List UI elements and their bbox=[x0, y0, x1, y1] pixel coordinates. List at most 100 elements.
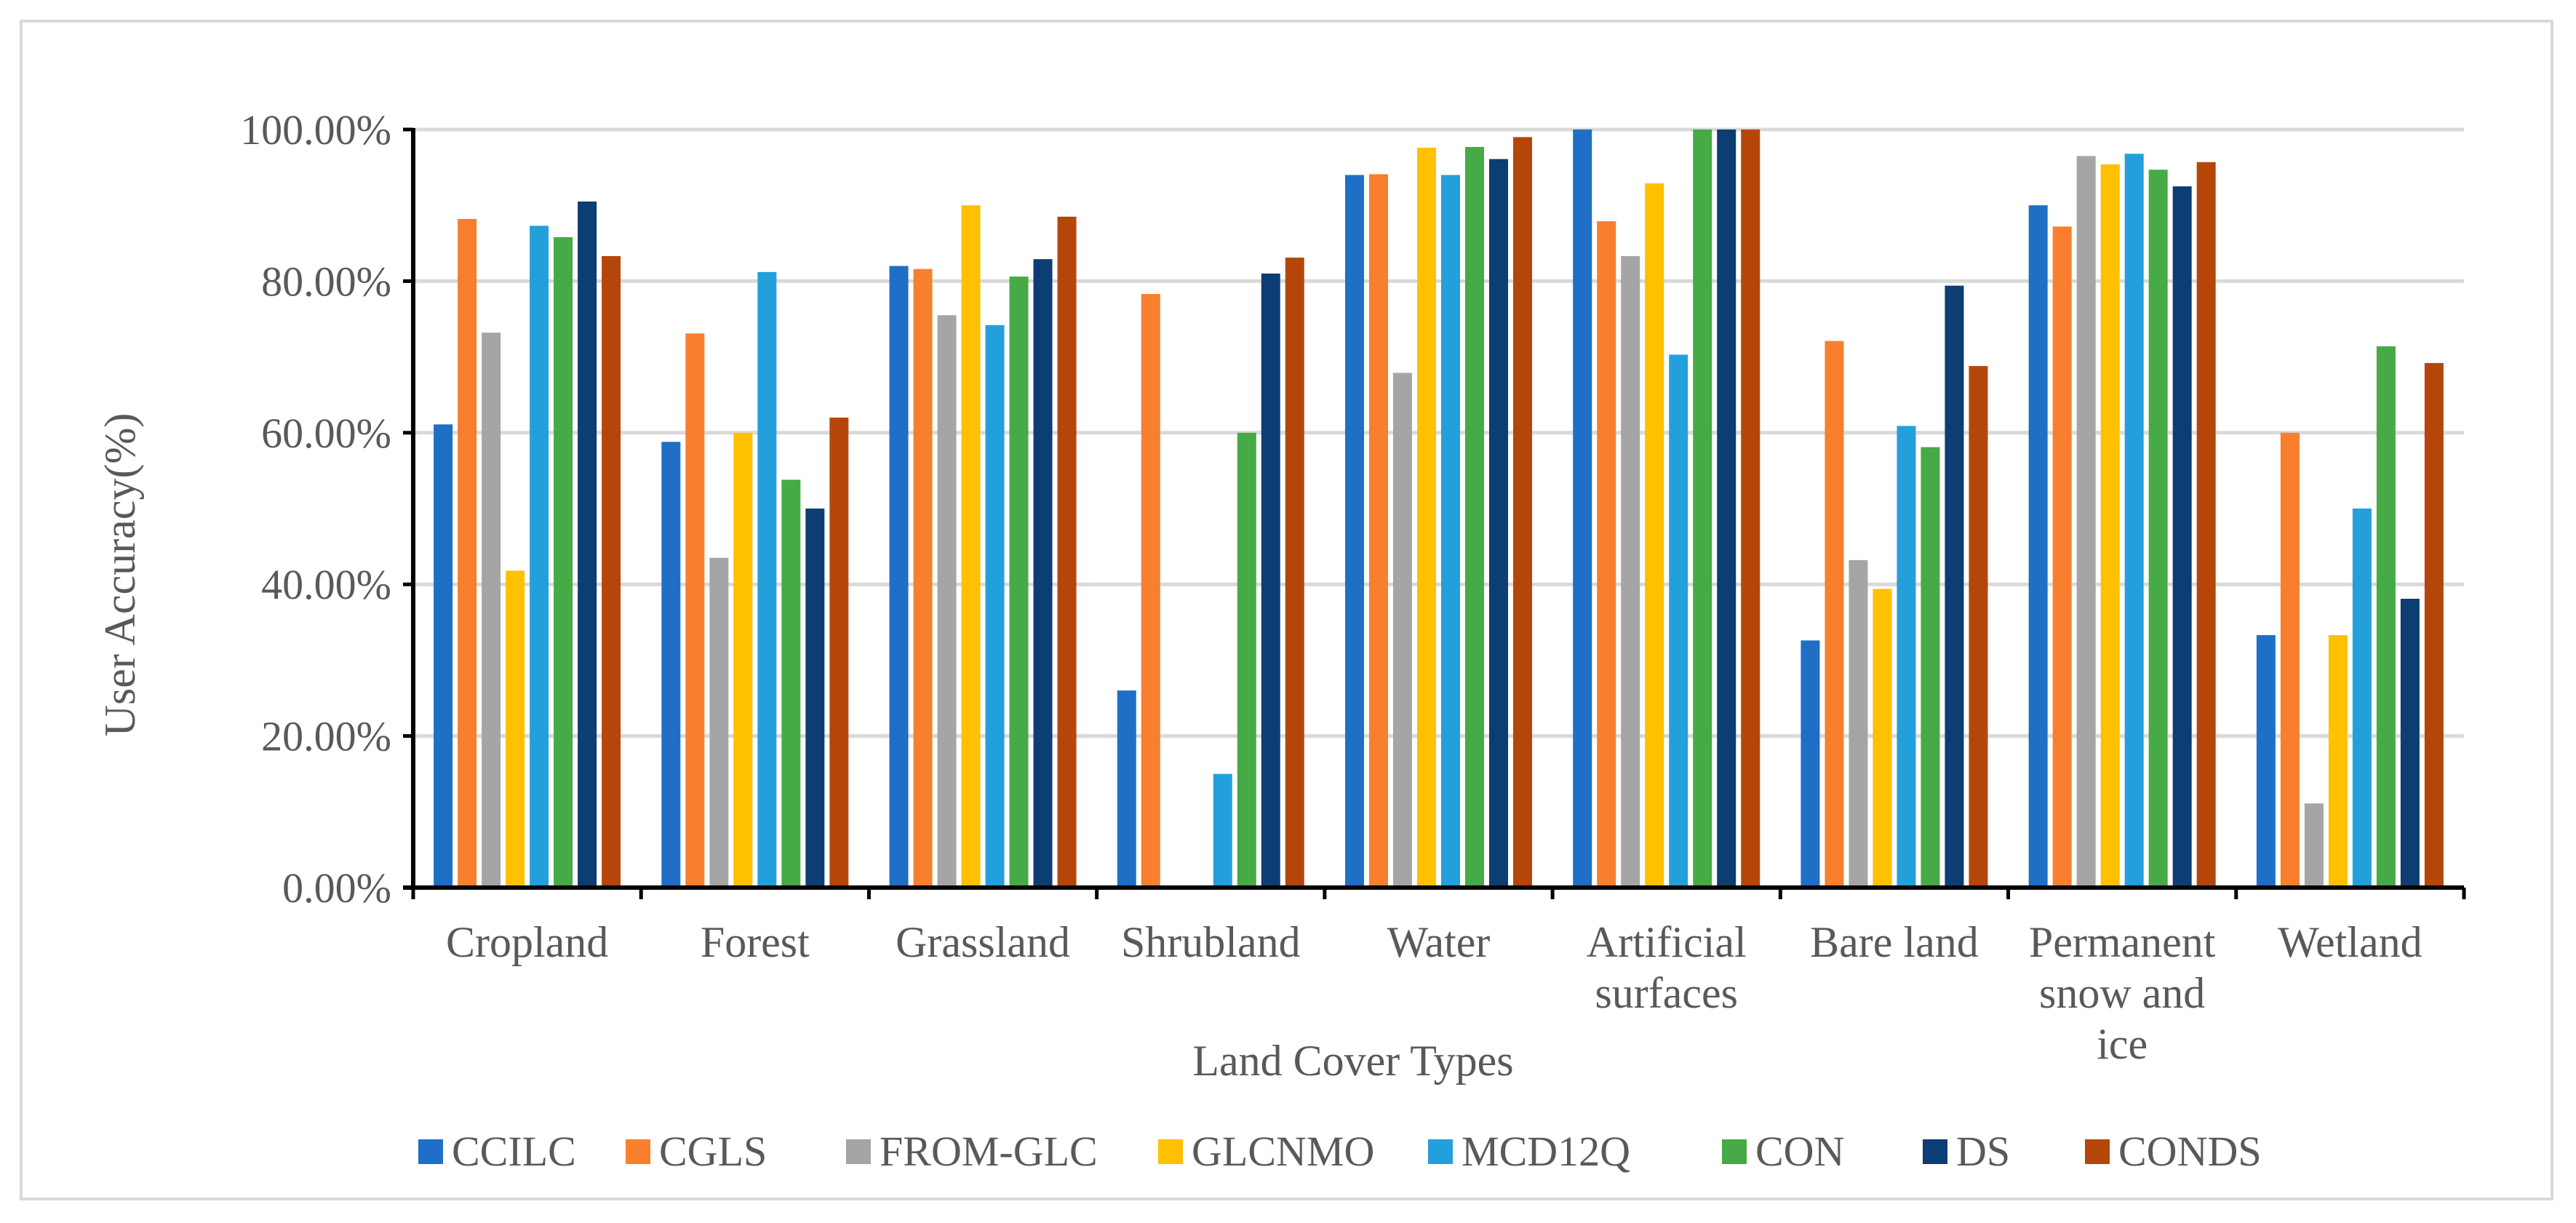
bar-from-glc-permanent-snow-and-ice bbox=[2076, 156, 2096, 888]
legend-label: MCD12Q bbox=[1462, 1128, 1630, 1175]
bar-mcd12q-artificial-surfaces bbox=[1669, 354, 1688, 888]
bar-cgls-bare-land bbox=[1825, 340, 1844, 888]
y-tick-label: 40.00% bbox=[261, 561, 391, 608]
x-tick-label: Forest bbox=[701, 918, 810, 966]
bar-conds-grassland bbox=[1057, 216, 1077, 888]
x-axis-label: Land Cover Types bbox=[1192, 1037, 1513, 1085]
x-tick-label: Permanent snow and ice bbox=[2029, 918, 2216, 1068]
bar-ccilc-forest bbox=[661, 442, 681, 888]
bar-cgls-wetland bbox=[2280, 432, 2300, 888]
legend-swatch bbox=[418, 1139, 443, 1164]
bar-cgls-grassland bbox=[913, 268, 933, 888]
gridlines bbox=[413, 127, 2464, 738]
bar-ds-grassland bbox=[1033, 259, 1053, 888]
y-tick-label: 60.00% bbox=[261, 410, 391, 457]
legend-swatch bbox=[1428, 1139, 1453, 1164]
bar-ds-shrubland bbox=[1261, 273, 1280, 888]
legend-label: CGLS bbox=[659, 1128, 767, 1175]
bar-mcd12q-cropland bbox=[530, 226, 549, 888]
legend-item-from-glc: FROM-GLC bbox=[846, 1128, 1098, 1175]
bar-ccilc-grassland bbox=[889, 266, 909, 888]
bar-ccilc-permanent-snow-and-ice bbox=[2028, 205, 2048, 888]
bar-cgls-cropland bbox=[458, 218, 477, 888]
axes bbox=[403, 127, 2466, 899]
bar-from-glc-bare-land bbox=[1849, 559, 1868, 888]
legend-swatch bbox=[1158, 1139, 1183, 1164]
bar-mcd12q-bare-land bbox=[1897, 426, 1916, 888]
legend-label: CONDS bbox=[2118, 1128, 2262, 1175]
y-tick-labels: 0.00% 20.00% 40.00% 60.00% 80.00% 100.00% bbox=[240, 106, 391, 912]
y-axis-label: User Accuracy(%) bbox=[96, 413, 144, 737]
bar-ccilc-bare-land bbox=[1801, 640, 1820, 888]
y-tick-label: 20.00% bbox=[261, 713, 391, 760]
legend-swatch bbox=[846, 1139, 871, 1164]
legend-swatch bbox=[1722, 1139, 1747, 1164]
bar-glcnmo-grassland bbox=[961, 205, 981, 888]
bar-ds-bare-land bbox=[1945, 285, 1964, 888]
x-tick-labels: Cropland Forest Grassland Shrubland Water Art… bbox=[446, 918, 2423, 1068]
bar-ds-forest bbox=[805, 509, 825, 888]
bar-mcd12q-water bbox=[1441, 175, 1460, 888]
legend-label: DS bbox=[1956, 1128, 2010, 1175]
bar-cgls-shrubland bbox=[1141, 294, 1160, 888]
bar-cgls-forest bbox=[685, 333, 705, 888]
bar-ccilc-water bbox=[1345, 175, 1364, 888]
bar-from-glc-artificial-surfaces bbox=[1621, 256, 1640, 888]
bar-glcnmo-water bbox=[1417, 148, 1436, 888]
bar-con-forest bbox=[781, 479, 801, 888]
bar-ds-permanent-snow-and-ice bbox=[2172, 186, 2192, 888]
bar-ds-artificial-surfaces bbox=[1717, 130, 1736, 888]
x-tick-label: Grassland bbox=[896, 918, 1070, 966]
bar-conds-forest bbox=[829, 417, 849, 888]
legend-label: CON bbox=[1755, 1128, 1844, 1175]
legend-item-ccilc: CCILC bbox=[418, 1128, 576, 1175]
legend-item-ds: DS bbox=[1923, 1128, 2010, 1175]
bar-conds-cropland bbox=[602, 256, 621, 888]
x-tick-label: Cropland bbox=[446, 918, 608, 966]
bar-con-cropland bbox=[554, 236, 573, 888]
legend-label: GLCNMO bbox=[1192, 1128, 1374, 1175]
bar-conds-permanent-snow-and-ice bbox=[2196, 162, 2216, 888]
bar-conds-shrubland bbox=[1285, 258, 1304, 888]
bar-ds-cropland bbox=[578, 201, 597, 888]
bar-con-bare-land bbox=[1921, 447, 1940, 888]
legend-item-con: CON bbox=[1722, 1128, 1844, 1175]
bar-from-glc-grassland bbox=[937, 315, 957, 888]
bar-glcnmo-cropland bbox=[506, 570, 525, 888]
bar-ccilc-shrubland bbox=[1117, 690, 1136, 888]
y-tick-label: 100.00% bbox=[240, 106, 391, 154]
legend-label: FROM-GLC bbox=[880, 1128, 1098, 1175]
bar-mcd12q-wetland bbox=[2352, 509, 2372, 888]
bar-cgls-water bbox=[1369, 174, 1388, 888]
bar-cgls-permanent-snow-and-ice bbox=[2052, 226, 2072, 888]
bar-from-glc-cropland bbox=[482, 332, 501, 888]
bar-conds-artificial-surfaces bbox=[1741, 130, 1760, 888]
legend-item-mcd12q: MCD12Q bbox=[1428, 1128, 1630, 1175]
bar-con-grassland bbox=[1009, 276, 1029, 888]
legend-item-conds: CONDS bbox=[2085, 1128, 2262, 1175]
bar-mcd12q-forest bbox=[757, 271, 777, 888]
legend-swatch bbox=[1923, 1139, 1947, 1164]
bar-glcnmo-forest bbox=[733, 432, 753, 888]
legend-label: CCILC bbox=[452, 1128, 576, 1175]
bar-from-glc-water bbox=[1393, 373, 1412, 888]
bar-mcd12q-shrubland bbox=[1213, 773, 1232, 888]
legend-swatch bbox=[2085, 1139, 2110, 1164]
legend-item-glcnmo: GLCNMO bbox=[1158, 1128, 1374, 1175]
bar-glcnmo-artificial-surfaces bbox=[1645, 183, 1664, 888]
y-tick-label: 0.00% bbox=[282, 864, 391, 912]
bar-con-permanent-snow-and-ice bbox=[2148, 170, 2168, 888]
x-tick-label: Water bbox=[1387, 918, 1491, 966]
x-tick-label: Artificial surfaces bbox=[1587, 918, 1747, 1017]
legend-swatch bbox=[626, 1139, 650, 1164]
bar-con-wetland bbox=[2376, 346, 2396, 888]
x-tick-label: Shrubland bbox=[1121, 918, 1301, 966]
bar-glcnmo-bare-land bbox=[1873, 589, 1892, 888]
bar-mcd12q-permanent-snow-and-ice bbox=[2124, 154, 2144, 888]
bar-glcnmo-permanent-snow-and-ice bbox=[2100, 164, 2120, 888]
bar-ds-wetland bbox=[2400, 598, 2420, 888]
y-tick-label: 80.00% bbox=[261, 258, 391, 305]
legend: CCILC CGLS FROM-GLC GLCNMO MCD12Q CON DS CONDS bbox=[418, 1128, 2262, 1175]
bar-mcd12q-grassland bbox=[985, 324, 1005, 888]
